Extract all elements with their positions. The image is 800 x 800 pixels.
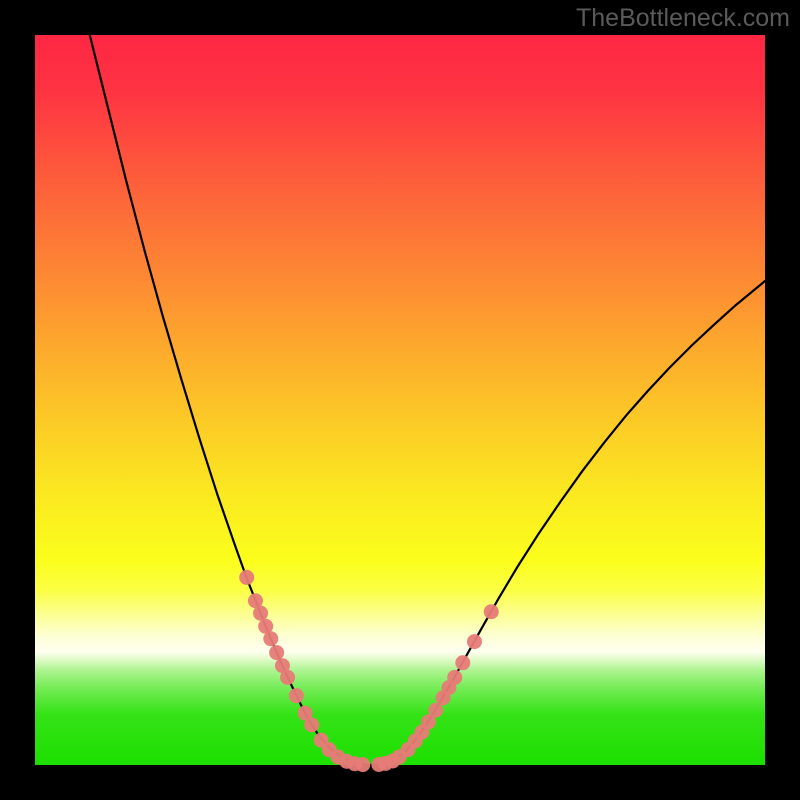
data-marker [447, 670, 462, 685]
chart-frame: TheBottleneck.com [0, 0, 800, 800]
data-marker [263, 631, 278, 646]
data-marker [269, 645, 284, 660]
plot-background [35, 35, 765, 765]
data-marker [467, 634, 482, 649]
data-marker [484, 604, 499, 619]
data-marker [280, 670, 295, 685]
data-marker [455, 655, 470, 670]
data-marker [253, 606, 268, 621]
data-marker [355, 757, 370, 772]
bottleneck-curve-plot [0, 0, 800, 800]
data-marker [289, 688, 304, 703]
data-marker [239, 570, 254, 585]
watermark-text: TheBottleneck.com [576, 4, 790, 33]
data-marker [304, 717, 319, 732]
